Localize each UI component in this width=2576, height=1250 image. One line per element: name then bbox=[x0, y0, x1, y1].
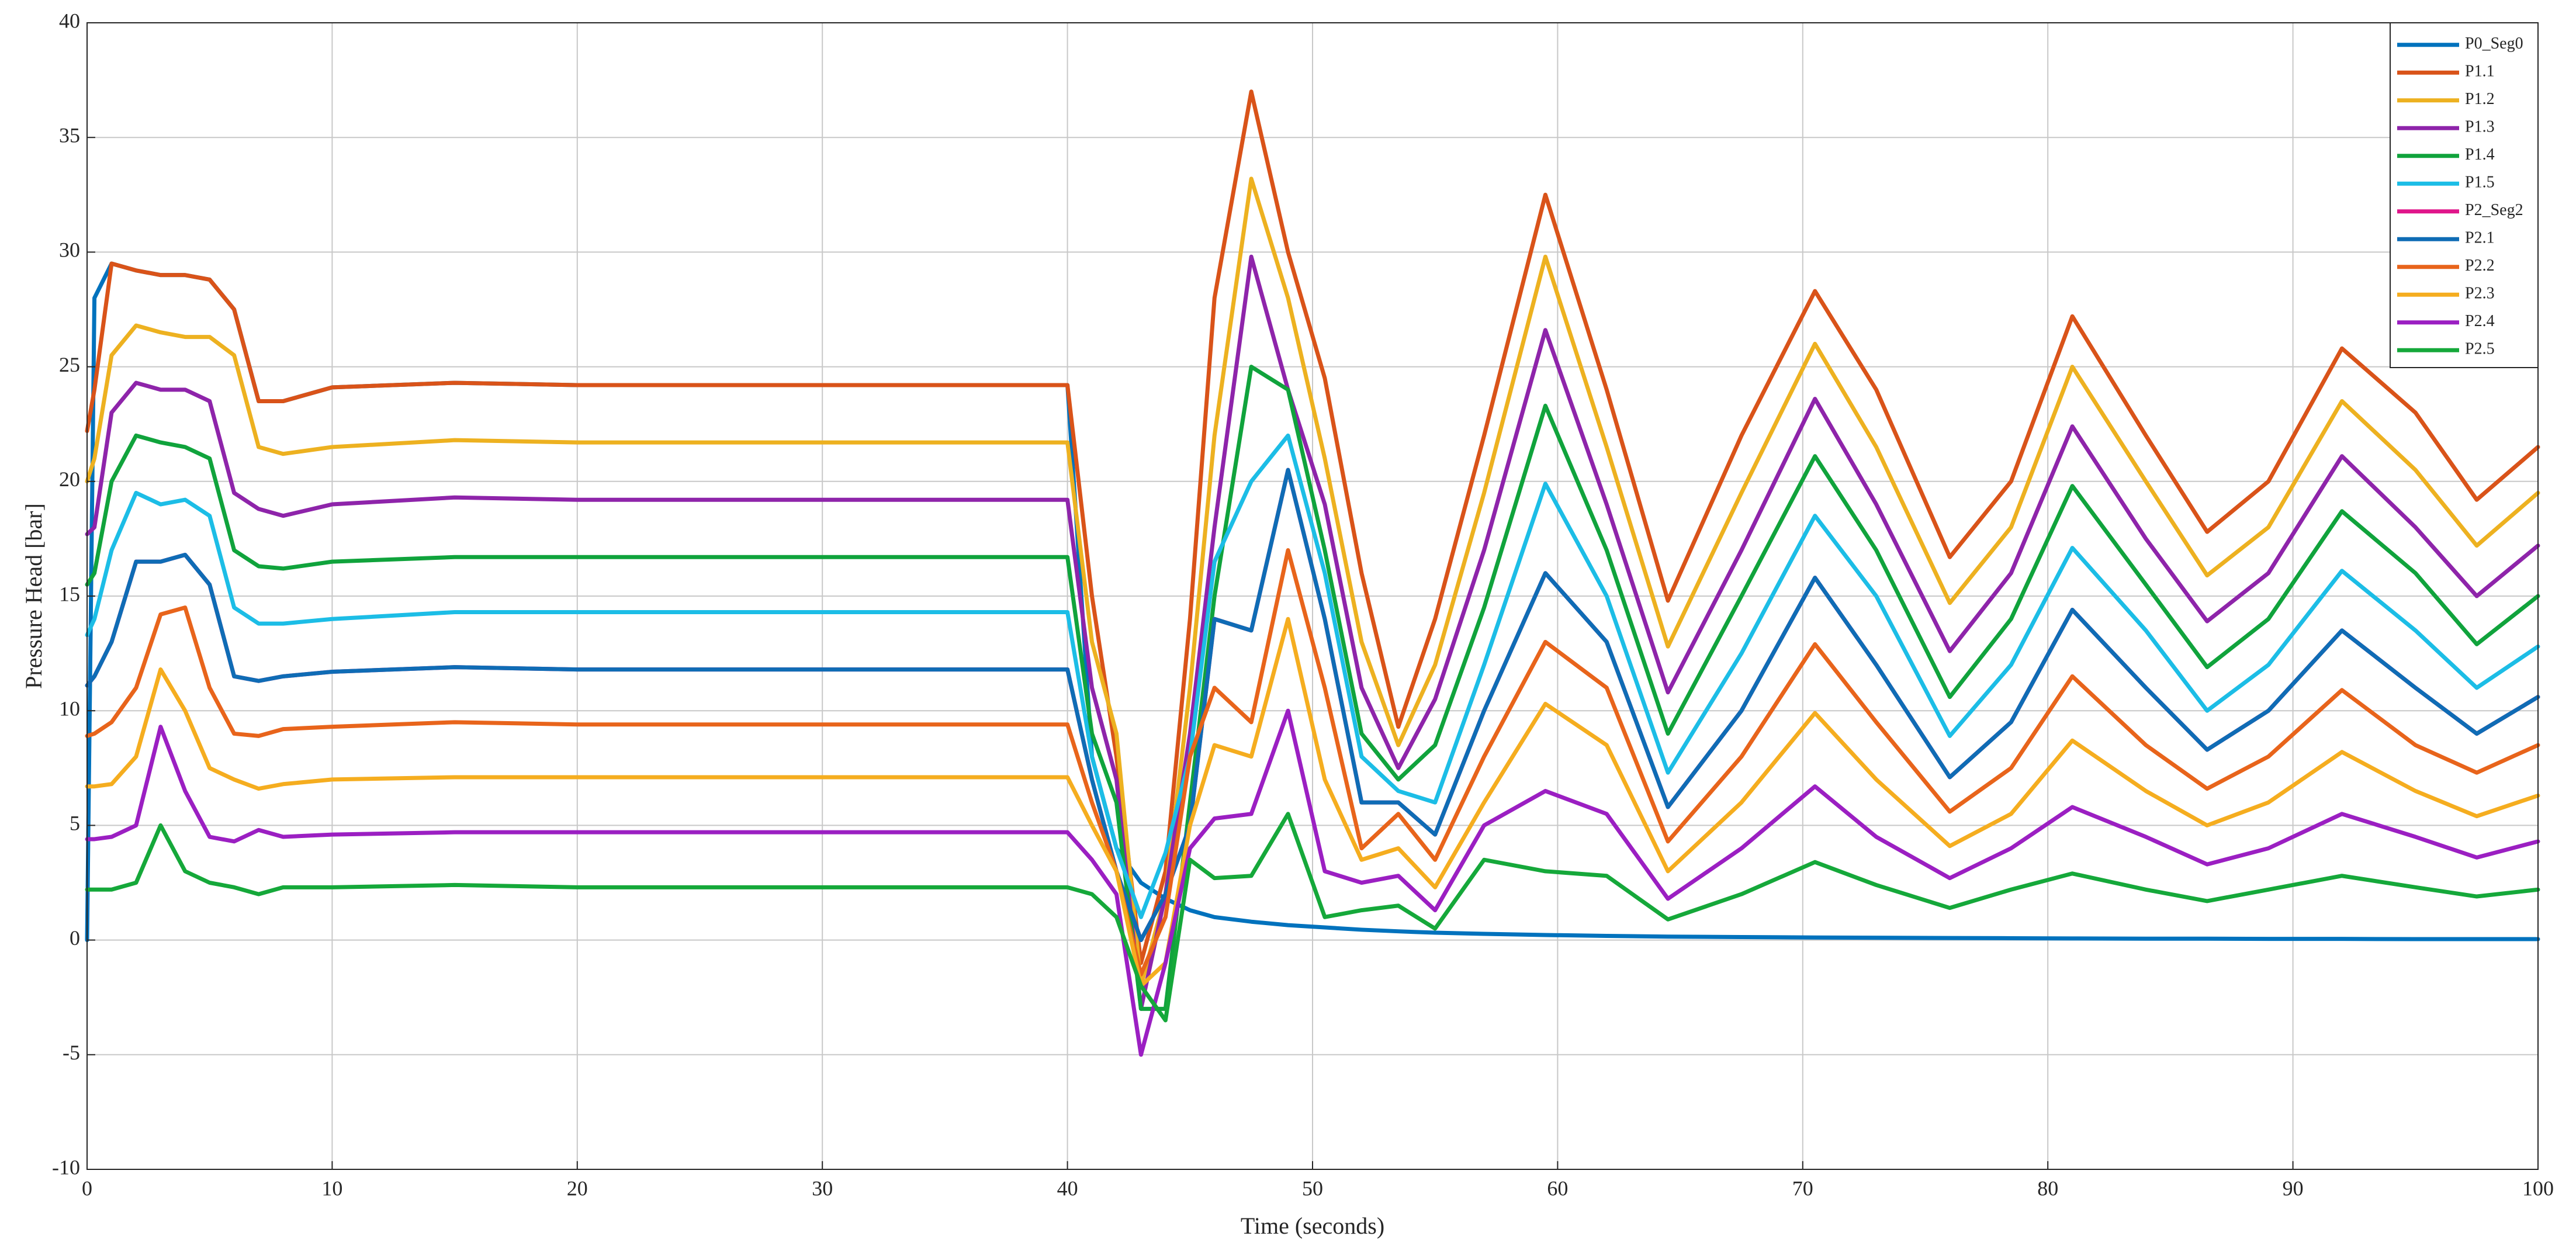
y-tick-label: 30 bbox=[59, 238, 80, 262]
data-line bbox=[85, 468, 2540, 943]
legend-label: P2.3 bbox=[2465, 285, 2495, 303]
data-line bbox=[85, 365, 2540, 1011]
legend-label: P2.4 bbox=[2465, 312, 2495, 330]
x-tick-label: 90 bbox=[2283, 1176, 2304, 1200]
ticks: -10 -5 0 5 10 15 20 25 30 35 40 0 10 20 30 40 50 60 70 80 90… bbox=[52, 9, 2554, 1200]
legend-label: P2.5 bbox=[2465, 340, 2495, 358]
legend-label: P0_Seg0 bbox=[2465, 34, 2523, 53]
data-line bbox=[85, 254, 2540, 1011]
x-tick-label: 40 bbox=[1057, 1176, 1078, 1200]
legend-label: P1.1 bbox=[2465, 63, 2495, 81]
legend-box bbox=[2390, 22, 2539, 368]
data-line bbox=[85, 812, 2540, 1023]
data-line bbox=[85, 617, 2540, 988]
data-line bbox=[85, 176, 2540, 988]
legend-label: P1.2 bbox=[2465, 90, 2495, 108]
legend-label: P2_Seg2 bbox=[2465, 201, 2523, 219]
y-tick-label: -5 bbox=[63, 1041, 80, 1064]
x-tick-label: 70 bbox=[1792, 1176, 1813, 1200]
x-tick-label: 60 bbox=[1547, 1176, 1568, 1200]
y-tick-label: -10 bbox=[52, 1155, 80, 1179]
y-tick-label: 20 bbox=[59, 468, 80, 491]
y-tick-label: 10 bbox=[59, 697, 80, 720]
x-tick-label: 100 bbox=[2522, 1176, 2554, 1200]
data-line bbox=[85, 433, 2540, 919]
y-tick-label: 5 bbox=[70, 812, 80, 835]
x-tick-label: 80 bbox=[2037, 1176, 2058, 1200]
legend-label: P1.3 bbox=[2465, 118, 2495, 136]
legend-label: P2.1 bbox=[2465, 229, 2495, 247]
y-tick-label: 40 bbox=[59, 9, 80, 32]
legend-label: P1.5 bbox=[2465, 174, 2495, 192]
x-tick-label: 30 bbox=[812, 1176, 833, 1200]
legend: P0_Seg0 P1.1 P1.2 P1.3 P1.4 P1.5 P2_Seg2 P2.1 P2… bbox=[2390, 22, 2539, 368]
y-axis-label: Pressure Head [bar] bbox=[20, 503, 47, 689]
x-tick-label: 10 bbox=[321, 1176, 342, 1200]
plot-lines bbox=[85, 89, 2540, 1057]
x-tick-label: 50 bbox=[1302, 1176, 1323, 1200]
y-tick-label: 35 bbox=[59, 123, 80, 147]
x-axis-label: Time (seconds) bbox=[1241, 1213, 1384, 1239]
x-tick-label: 20 bbox=[567, 1176, 588, 1200]
data-line bbox=[85, 89, 2540, 965]
y-tick-label: 25 bbox=[59, 353, 80, 376]
x-tick-label: 0 bbox=[82, 1176, 92, 1200]
legend-label: P1.4 bbox=[2465, 146, 2495, 164]
y-tick-label: 0 bbox=[70, 926, 80, 950]
y-tick-label: 15 bbox=[59, 582, 80, 605]
data-line bbox=[85, 548, 2540, 977]
data-line bbox=[85, 708, 2540, 1057]
legend-label: P2.2 bbox=[2465, 257, 2495, 275]
